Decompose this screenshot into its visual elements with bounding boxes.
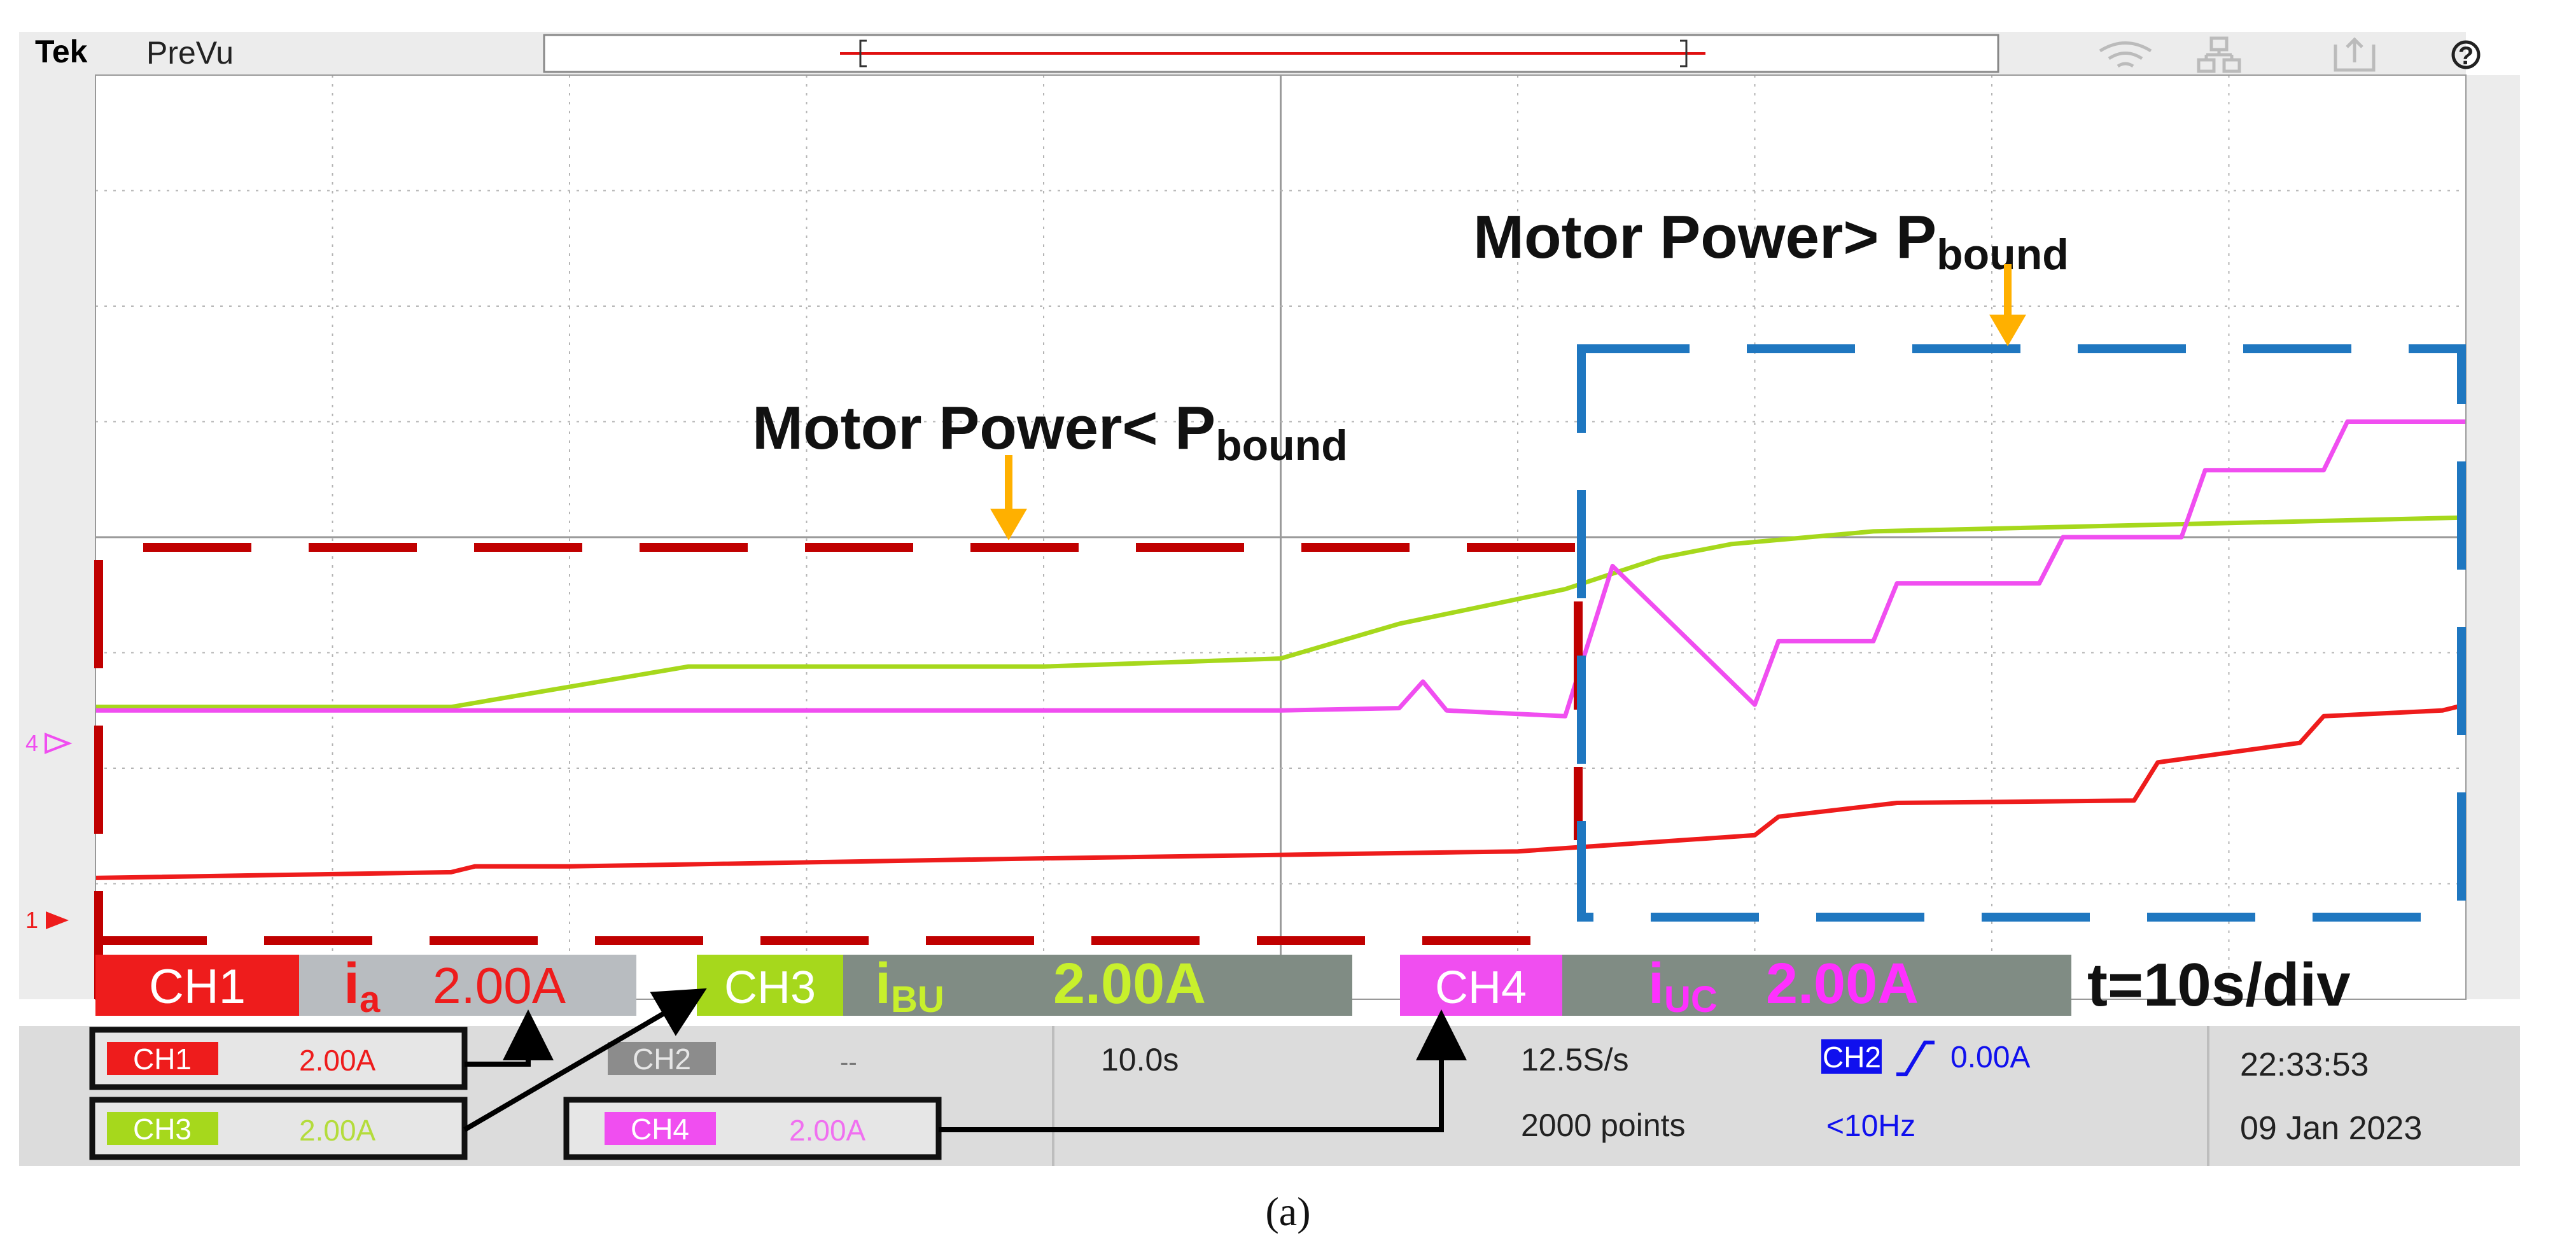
ch1-label: CH1 ia 2.00A: [95, 952, 636, 1020]
ch4-label-tag: CH4: [1435, 962, 1527, 1013]
figure-caption: (a): [1265, 1189, 1310, 1234]
ch3-label-symbol: iBU: [875, 952, 944, 1020]
ch4-ground-marker[interactable]: 4: [25, 730, 73, 756]
wifi-icon[interactable]: [2099, 41, 2152, 68]
trigger-slope-icon: [1896, 1041, 1935, 1076]
ch3-status-badge[interactable]: CH3 2.00A: [89, 1097, 468, 1160]
record-window-right-bracket[interactable]: [1680, 39, 1688, 67]
ch2-status-tag: CH2: [633, 1043, 691, 1076]
ch4-status-badge[interactable]: CH4 2.00A: [563, 1097, 942, 1160]
ch1-label-tag: CH1: [149, 960, 246, 1014]
waveform-area[interactable]: [95, 74, 2467, 1000]
timebase-readout[interactable]: 10.0s: [1101, 1042, 1179, 1078]
right-margin-strip: [2466, 75, 2520, 999]
ch1-status-badge[interactable]: CH1 2.00A: [89, 1027, 468, 1090]
ch3-status-tag: CH3: [133, 1113, 192, 1146]
record-window-left-bracket[interactable]: [859, 39, 867, 67]
ch4-trace: [95, 419, 2466, 719]
trigger-readout[interactable]: CH2 0.00A: [1821, 1039, 2030, 1076]
ch4-label: CH4 iUC 2.00A: [1400, 952, 2071, 1020]
mode-label: PreVu: [146, 35, 234, 71]
ch4-status-value: 2.00A: [789, 1114, 866, 1147]
ch1-trace: [95, 702, 2467, 880]
record-length-readout[interactable]: 2000 points: [1521, 1107, 1686, 1143]
ch3-label-scale: 2.00A: [1053, 952, 1206, 1016]
help-glyph: ?: [2458, 42, 2474, 70]
filter-readout[interactable]: <10Hz: [1826, 1109, 1915, 1143]
low-power-annotation: Motor Power< Pbound: [752, 394, 1348, 470]
timebase-annotation: t=10s/div: [2087, 951, 2351, 1019]
brand-logo: Tek: [35, 34, 88, 69]
trigger-level: 0.00A: [1950, 1041, 2030, 1074]
left-margin-strip: [19, 75, 95, 999]
ch3-trace: [95, 515, 2467, 710]
waveform-traces: [95, 419, 2467, 880]
ch1-status-value: 2.00A: [299, 1044, 376, 1077]
network-icon[interactable]: [2197, 36, 2241, 73]
ch4-label-scale: 2.00A: [1766, 952, 1919, 1016]
ch1-connector-arrow: [465, 1009, 554, 1067]
help-icon[interactable]: ?: [2451, 40, 2481, 70]
low-power-arrow-icon: [990, 455, 1027, 540]
ch1-marker-label: 1: [25, 907, 38, 933]
export-icon[interactable]: [2334, 37, 2376, 72]
ch4-connector-arrow: [939, 1009, 1467, 1132]
sample-rate-readout[interactable]: 12.5S/s: [1521, 1042, 1629, 1078]
ch3-label-tag: CH3: [724, 962, 816, 1013]
high-power-arrow-icon: [1989, 264, 2026, 346]
clock-time: 22:33:53: [2240, 1046, 2369, 1083]
ch4-marker-label: 4: [25, 730, 38, 756]
ch2-status-value: --: [840, 1048, 857, 1076]
high-power-region-box: [1577, 344, 2466, 922]
clock-date: 09 Jan 2023: [2240, 1110, 2422, 1147]
ch2-status-badge[interactable]: CH2 --: [608, 1042, 857, 1076]
ch1-ground-marker[interactable]: 1: [25, 907, 69, 933]
ch3-label: CH3 iBU 2.00A: [697, 952, 1352, 1020]
ch4-status-tag: CH4: [631, 1113, 689, 1146]
ch1-label-symbol: ia: [344, 952, 381, 1020]
ch1-status-tag: CH1: [133, 1043, 192, 1076]
ch3-status-value: 2.00A: [299, 1114, 376, 1147]
high-power-annotation: Motor Power> Pbound: [1473, 203, 2069, 279]
ch3-connector-arrow: [463, 988, 707, 1132]
ch1-label-scale: 2.00A: [433, 957, 566, 1014]
ch4-label-symbol: iUC: [1648, 952, 1718, 1020]
trigger-source: CH2: [1823, 1041, 1881, 1074]
